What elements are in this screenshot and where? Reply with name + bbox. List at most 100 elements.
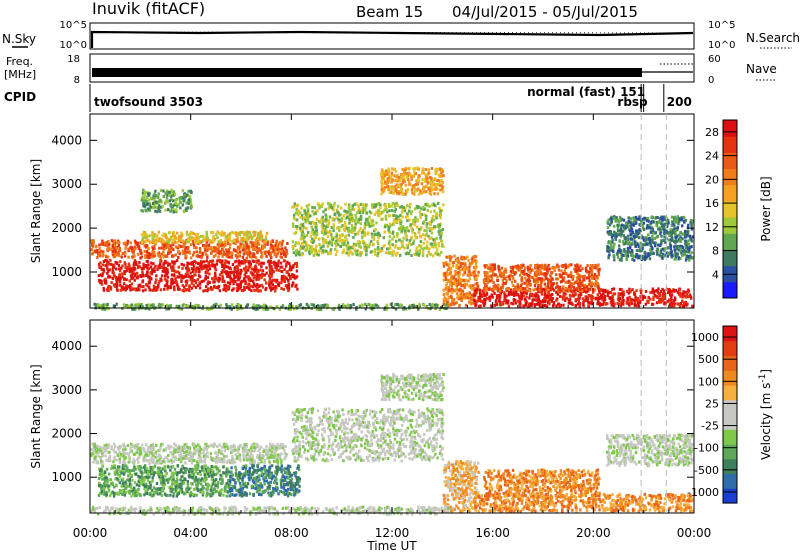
data-cell (173, 234, 177, 238)
data-cell (671, 228, 675, 232)
data-cell (250, 255, 254, 259)
data-cell (270, 271, 274, 275)
data-cell (239, 268, 243, 272)
data-cell (294, 231, 298, 235)
data-cell (370, 211, 373, 215)
data-cell (274, 248, 277, 252)
data-cell (527, 268, 530, 272)
data-cell (277, 284, 281, 288)
data-cell (335, 232, 338, 236)
data-cell (373, 203, 377, 207)
data-cell (454, 301, 457, 305)
data-cell (429, 210, 432, 214)
data-cell (224, 259, 227, 263)
data-cell (431, 242, 434, 246)
data-cell (437, 179, 440, 183)
data-cell (133, 247, 137, 251)
data-cell (673, 224, 676, 228)
data-cell (684, 232, 687, 236)
data-cell (663, 254, 666, 258)
data-cell (154, 209, 157, 213)
data-cell (517, 268, 520, 272)
data-cell (199, 263, 203, 267)
data-cell (423, 246, 426, 250)
data-cell (402, 206, 405, 209)
data-cell (552, 282, 555, 286)
data-cell (641, 295, 644, 299)
data-cell (175, 280, 178, 284)
data-cell (162, 250, 165, 254)
data-cell (451, 275, 454, 279)
data-cell (304, 217, 307, 221)
data-cell (218, 252, 221, 256)
data-cell (205, 235, 208, 239)
data-cell (682, 290, 685, 294)
data-cell (459, 265, 462, 268)
data-cell (175, 283, 179, 287)
data-cell (573, 267, 576, 271)
data-cell (596, 297, 599, 300)
data-cell (628, 295, 631, 299)
data-cell (247, 253, 250, 257)
data-cell (237, 277, 241, 281)
data-cell (308, 203, 311, 207)
data-cell (686, 247, 689, 251)
data-cell (147, 285, 151, 289)
data-cell (358, 229, 361, 233)
data-cell (402, 179, 405, 183)
data-cell (399, 219, 402, 223)
data-cell (156, 252, 160, 256)
data-cell (300, 241, 304, 245)
data-cell (249, 233, 252, 237)
data-cell (204, 274, 208, 278)
data-cell (309, 240, 313, 243)
data-cell (543, 304, 547, 307)
data-cell (352, 229, 356, 232)
data-cell (447, 296, 450, 300)
data-cell (444, 261, 448, 264)
data-cell (142, 202, 146, 206)
data-cell (444, 278, 448, 281)
data-cell (422, 189, 425, 193)
data-cell (378, 211, 381, 215)
data-cell (172, 242, 175, 246)
data-cell (479, 304, 482, 308)
data-cell (555, 298, 558, 302)
data-cell (618, 247, 621, 251)
data-cell (113, 239, 117, 243)
data-cell (267, 274, 271, 278)
data-cell (143, 249, 146, 253)
data-cell (192, 243, 196, 247)
data-cell (684, 218, 687, 222)
data-cell (228, 246, 232, 250)
data-cell (537, 298, 540, 302)
data-cell (461, 284, 465, 288)
data-cell (627, 216, 630, 220)
data-cell (272, 244, 276, 248)
data-cell (534, 273, 537, 277)
nsky-tick-high: 10^5 (60, 20, 87, 31)
data-cell (189, 256, 193, 260)
data-cell (187, 267, 190, 271)
data-cell (227, 274, 230, 278)
data-cell (127, 255, 130, 259)
data-cell (325, 249, 328, 253)
data-cell (627, 227, 631, 231)
data-cell (517, 285, 520, 289)
data-cell (529, 264, 532, 267)
data-cell (210, 230, 214, 234)
data-cell (217, 276, 220, 280)
data-cell (516, 264, 520, 268)
data-cell (195, 233, 198, 237)
data-cell (130, 249, 133, 253)
data-cell (192, 270, 195, 274)
data-cell (299, 229, 303, 233)
data-cell (610, 246, 613, 250)
data-cell (263, 278, 266, 282)
data-cell (655, 220, 659, 224)
data-cell (245, 271, 248, 275)
data-cell (257, 259, 260, 263)
data-cell (384, 214, 387, 218)
data-cell (184, 251, 187, 255)
data-cell (153, 233, 156, 236)
